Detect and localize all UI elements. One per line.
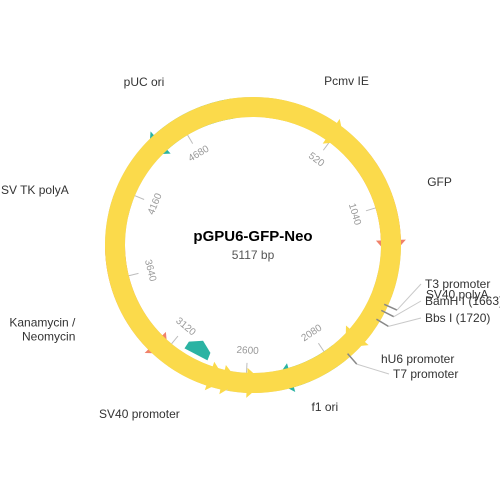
tick-label: 2080 — [300, 322, 325, 344]
feature-label: hU6 promoter — [381, 352, 454, 366]
feature-label: f1 ori — [312, 400, 339, 414]
tick-mark — [188, 135, 193, 144]
tick-label: 4680 — [187, 143, 212, 164]
tick-mark — [246, 363, 247, 373]
marker-leader — [397, 284, 421, 310]
plasmid-size: 5117 bp — [232, 248, 275, 262]
marker-label: T7 promoter — [393, 367, 458, 381]
tick-mark — [318, 343, 324, 351]
feature-label: pUC ori — [124, 75, 165, 89]
tick-mark — [129, 273, 139, 275]
tick-mark — [172, 336, 178, 344]
tick-label: 520 — [306, 151, 326, 170]
feature-label: Kanamycin / — [9, 315, 76, 329]
tick-label: 2600 — [236, 345, 259, 357]
plasmid-name: pGPU6-GFP-Neo — [193, 228, 312, 245]
feature-label: Neomycin — [22, 329, 75, 343]
feature-label: HSV TK polyA — [0, 183, 69, 197]
tick-label: 3640 — [142, 258, 158, 283]
feature-label: Pcmv IE — [324, 74, 369, 88]
feature-label: GFP — [427, 175, 452, 189]
marker-tick — [348, 354, 357, 365]
tick-mark — [366, 208, 376, 211]
feature-label: SV40 promoter — [99, 407, 180, 421]
marker-label: Bbs I (1720) — [425, 311, 490, 325]
tick-mark — [135, 196, 144, 200]
tick-label: 4160 — [146, 191, 165, 216]
tick-label: 3120 — [173, 316, 198, 339]
tick-label: 1040 — [346, 202, 363, 227]
marker-leader — [388, 318, 421, 326]
marker-label: T3 promoter — [425, 277, 490, 291]
marker-label: BamH I (1663) — [425, 294, 500, 308]
